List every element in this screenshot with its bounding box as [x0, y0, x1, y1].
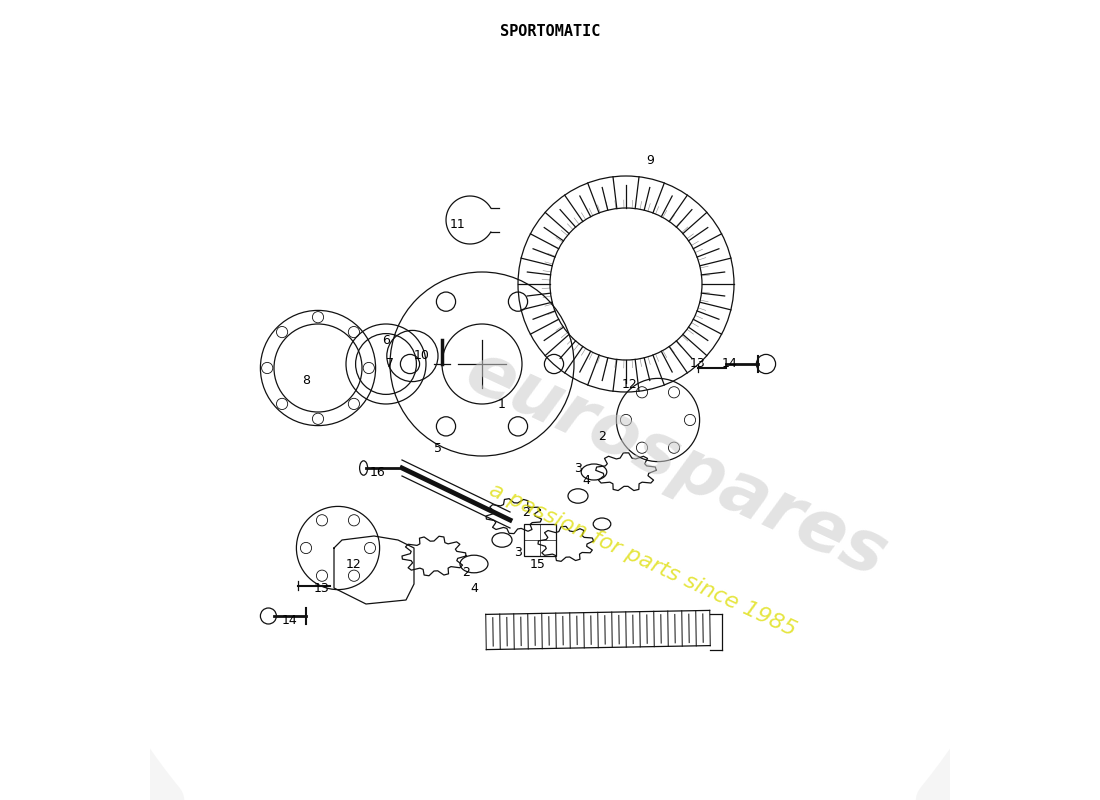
Text: 4: 4: [582, 474, 590, 486]
Text: 3: 3: [514, 546, 521, 558]
Text: 2: 2: [522, 506, 530, 518]
Text: 4: 4: [470, 582, 477, 594]
Text: eurospares: eurospares: [454, 336, 898, 592]
Text: 10: 10: [414, 350, 430, 362]
Text: 14: 14: [722, 358, 738, 370]
Text: 13: 13: [690, 358, 706, 370]
Text: 3: 3: [574, 462, 582, 474]
Text: 11: 11: [450, 218, 466, 230]
Text: 2: 2: [598, 430, 606, 442]
Text: 2: 2: [462, 566, 470, 578]
Text: 13: 13: [315, 582, 330, 594]
Text: 14: 14: [282, 614, 298, 626]
Text: 12: 12: [623, 378, 638, 390]
Text: 5: 5: [434, 442, 442, 454]
Text: 16: 16: [370, 466, 386, 478]
Text: 6: 6: [382, 334, 389, 346]
Text: 9: 9: [646, 154, 653, 166]
Text: 15: 15: [530, 558, 546, 570]
Text: 1: 1: [498, 398, 506, 410]
Text: SPORTOMATIC: SPORTOMATIC: [499, 24, 601, 39]
Text: a passion for parts since 1985: a passion for parts since 1985: [486, 480, 800, 640]
Text: 7: 7: [386, 358, 394, 370]
Text: 12: 12: [346, 558, 362, 570]
Text: 8: 8: [302, 374, 310, 386]
